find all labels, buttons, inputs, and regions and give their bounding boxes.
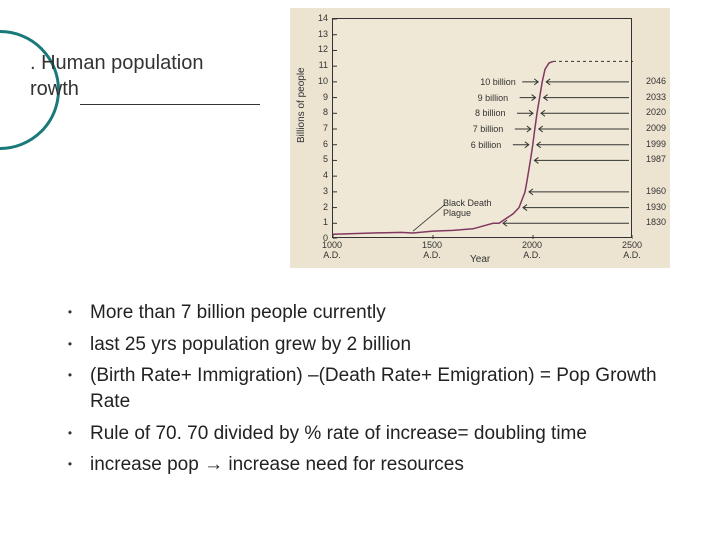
ytick-label: 7 — [310, 123, 328, 133]
chart-ylabel: Billions of people — [296, 67, 307, 143]
bullet-marker: • — [50, 332, 90, 351]
chart-plot-area: Black DeathPlague 10 billion 9 billion 8 bi… — [332, 18, 632, 238]
title-line2: rowth — [30, 78, 79, 100]
title-line1: . Human population — [30, 52, 203, 74]
year-label: 2009 — [646, 123, 666, 133]
bullet-marker: • — [50, 300, 90, 319]
ytick-label: 4 — [310, 170, 328, 180]
year-label: 1999 — [646, 139, 666, 149]
bullet-item: •More than 7 billion people currently — [50, 300, 670, 326]
ytick-label: 9 — [310, 92, 328, 102]
billion-label: 6 billion — [471, 140, 502, 150]
bullet-marker: • — [50, 363, 90, 382]
bullet-item: •Rule of 70. 70 divided by % rate of inc… — [50, 421, 670, 447]
bullet-text: Rule of 70. 70 divided by % rate of incr… — [90, 421, 670, 447]
billion-label: 10 billion — [480, 77, 516, 87]
year-label: 2046 — [646, 76, 666, 86]
year-label: 1960 — [646, 186, 666, 196]
bullet-marker: • — [50, 452, 90, 471]
year-label: 1830 — [646, 217, 666, 227]
billion-label: 9 billion — [478, 93, 509, 103]
ytick-label: 8 — [310, 107, 328, 117]
black-death-label: Black DeathPlague — [443, 198, 492, 218]
ytick-label: 2 — [310, 202, 328, 212]
billion-label: 8 billion — [475, 108, 506, 118]
ytick-label: 3 — [310, 186, 328, 196]
year-label: 1987 — [646, 154, 666, 164]
xtick-label: 2000A.D. — [512, 240, 552, 260]
bullet-text: increase pop → increase need for resourc… — [90, 452, 670, 478]
ytick-label: 14 — [310, 13, 328, 23]
year-label: 2033 — [646, 92, 666, 102]
ytick-label: 12 — [310, 44, 328, 54]
title-underline — [80, 104, 260, 105]
ytick-label: 10 — [310, 76, 328, 86]
ytick-label: 6 — [310, 139, 328, 149]
population-chart: Billions of people Black DeathPlague 10 b… — [290, 8, 670, 268]
bullet-text: last 25 yrs population grew by 2 billion — [90, 332, 670, 358]
ytick-label: 1 — [310, 217, 328, 227]
xtick-label: 2500A.D. — [612, 240, 652, 260]
xtick-label: 1500A.D. — [412, 240, 452, 260]
bullet-text: More than 7 billion people currently — [90, 300, 670, 326]
bullet-item: •last 25 yrs population grew by 2 billio… — [50, 332, 670, 358]
bullet-item: •(Birth Rate+ Immigration) –(Death Rate+… — [50, 363, 670, 414]
xtick-label: 1000A.D. — [312, 240, 352, 260]
ytick-label: 11 — [310, 60, 328, 70]
year-label: 2020 — [646, 107, 666, 117]
bullet-marker: • — [50, 421, 90, 440]
ytick-label: 13 — [310, 29, 328, 39]
slide-title: . Human population rowth — [30, 50, 270, 105]
bullet-item: •increase pop → increase need for resour… — [50, 452, 670, 478]
bullet-list: •More than 7 billion people currently•la… — [50, 300, 670, 484]
chart-xlabel: Year — [470, 254, 490, 265]
year-label: 1930 — [646, 202, 666, 212]
bullet-text: (Birth Rate+ Immigration) –(Death Rate+ … — [90, 363, 670, 414]
billion-label: 7 billion — [473, 124, 504, 134]
ytick-label: 5 — [310, 154, 328, 164]
